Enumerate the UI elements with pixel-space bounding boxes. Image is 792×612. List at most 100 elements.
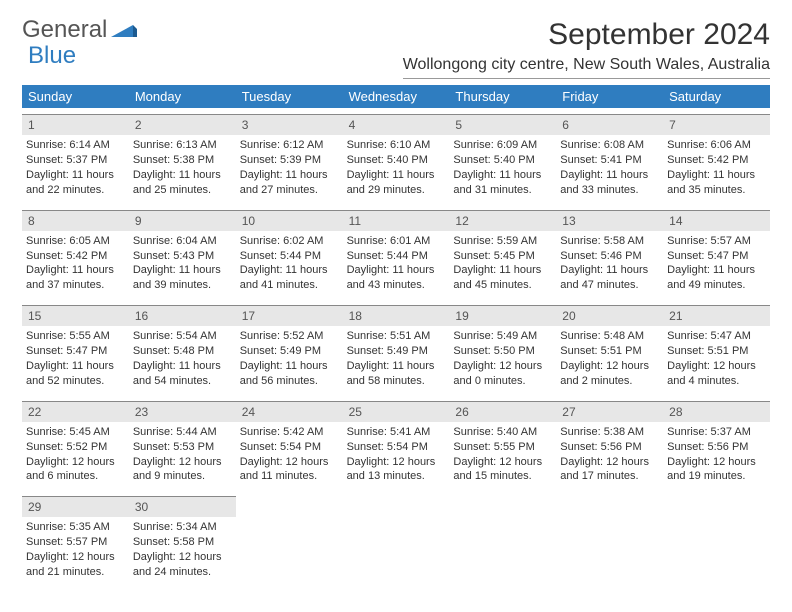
day-line: Daylight: 11 hours: [26, 168, 125, 183]
day-line: Daylight: 11 hours: [560, 168, 659, 183]
day-line: Sunset: 5:40 PM: [453, 153, 552, 168]
day-line: and 33 minutes.: [560, 183, 659, 198]
logo-mark: [111, 18, 137, 42]
day-number: 15: [22, 305, 129, 326]
day-number: 27: [556, 401, 663, 422]
day-line: and 0 minutes.: [453, 374, 552, 389]
day-cell: 15Sunrise: 5:55 AMSunset: 5:47 PMDayligh…: [22, 305, 129, 395]
day-line: Sunrise: 5:47 AM: [667, 329, 766, 344]
day-number: 4: [343, 114, 450, 135]
day-line: Sunset: 5:47 PM: [667, 249, 766, 264]
day-line: Sunset: 5:54 PM: [240, 440, 339, 455]
day-line: and 29 minutes.: [347, 183, 446, 198]
day-cell: 20Sunrise: 5:48 AMSunset: 5:51 PMDayligh…: [556, 305, 663, 395]
day-line: Sunset: 5:51 PM: [667, 344, 766, 359]
day-line: Daylight: 12 hours: [26, 550, 125, 565]
day-line: Daylight: 12 hours: [453, 359, 552, 374]
day-line: Daylight: 11 hours: [560, 263, 659, 278]
day-cell: 6Sunrise: 6:08 AMSunset: 5:41 PMDaylight…: [556, 114, 663, 204]
day-line: Sunset: 5:56 PM: [560, 440, 659, 455]
day-line: Daylight: 12 hours: [667, 455, 766, 470]
day-number: 21: [663, 305, 770, 326]
day-cell: 16Sunrise: 5:54 AMSunset: 5:48 PMDayligh…: [129, 305, 236, 395]
day-line: Sunrise: 5:55 AM: [26, 329, 125, 344]
day-number: 18: [343, 305, 450, 326]
day-line: Sunrise: 5:40 AM: [453, 425, 552, 440]
day-line: Sunrise: 5:58 AM: [560, 234, 659, 249]
day-line: Sunset: 5:40 PM: [347, 153, 446, 168]
day-line: Sunrise: 6:04 AM: [133, 234, 232, 249]
day-line: and 4 minutes.: [667, 374, 766, 389]
day-number: 23: [129, 401, 236, 422]
day-line: Daylight: 12 hours: [560, 359, 659, 374]
dayname-mon: Monday: [129, 85, 236, 108]
day-number: 30: [129, 496, 236, 517]
day-cell: 3Sunrise: 6:12 AMSunset: 5:39 PMDaylight…: [236, 114, 343, 204]
day-line: Sunset: 5:56 PM: [667, 440, 766, 455]
day-line: Sunset: 5:44 PM: [240, 249, 339, 264]
day-cell: 26Sunrise: 5:40 AMSunset: 5:55 PMDayligh…: [449, 401, 556, 491]
day-line: Sunrise: 5:41 AM: [347, 425, 446, 440]
day-line: and 54 minutes.: [133, 374, 232, 389]
day-line: Sunset: 5:38 PM: [133, 153, 232, 168]
day-number: 9: [129, 210, 236, 231]
day-number: 6: [556, 114, 663, 135]
day-cell: [663, 496, 770, 586]
day-line: Daylight: 11 hours: [133, 168, 232, 183]
day-line: and 25 minutes.: [133, 183, 232, 198]
day-number: 13: [556, 210, 663, 231]
day-line: Daylight: 11 hours: [133, 359, 232, 374]
day-line: Sunset: 5:39 PM: [240, 153, 339, 168]
day-cell: 19Sunrise: 5:49 AMSunset: 5:50 PMDayligh…: [449, 305, 556, 395]
day-line: and 43 minutes.: [347, 278, 446, 293]
day-line: Daylight: 11 hours: [667, 263, 766, 278]
week-row: 29Sunrise: 5:35 AMSunset: 5:57 PMDayligh…: [22, 496, 770, 586]
day-line: Sunset: 5:58 PM: [133, 535, 232, 550]
day-line: Sunrise: 6:05 AM: [26, 234, 125, 249]
day-line: and 35 minutes.: [667, 183, 766, 198]
day-line: Sunrise: 5:54 AM: [133, 329, 232, 344]
day-line: and 11 minutes.: [240, 469, 339, 484]
day-cell: 7Sunrise: 6:06 AMSunset: 5:42 PMDaylight…: [663, 114, 770, 204]
location-text: Wollongong city centre, New South Wales,…: [403, 56, 770, 79]
day-line: Sunset: 5:49 PM: [347, 344, 446, 359]
title-block: September 2024 Wollongong city centre, N…: [403, 18, 770, 79]
week-row: 1Sunrise: 6:14 AMSunset: 5:37 PMDaylight…: [22, 114, 770, 204]
day-line: and 47 minutes.: [560, 278, 659, 293]
day-line: Sunset: 5:49 PM: [240, 344, 339, 359]
day-line: Sunrise: 6:01 AM: [347, 234, 446, 249]
header: General September 2024 Wollongong city c…: [22, 18, 770, 79]
dayname-wed: Wednesday: [343, 85, 450, 108]
day-line: Sunset: 5:43 PM: [133, 249, 232, 264]
day-number: 12: [449, 210, 556, 231]
day-number: 1: [22, 114, 129, 135]
day-line: and 31 minutes.: [453, 183, 552, 198]
week-row: 15Sunrise: 5:55 AMSunset: 5:47 PMDayligh…: [22, 305, 770, 395]
day-line: Daylight: 12 hours: [560, 455, 659, 470]
day-number: 28: [663, 401, 770, 422]
day-line: Sunrise: 6:06 AM: [667, 138, 766, 153]
day-line: and 58 minutes.: [347, 374, 446, 389]
day-line: Sunset: 5:57 PM: [26, 535, 125, 550]
day-line: Sunset: 5:48 PM: [133, 344, 232, 359]
day-line: and 9 minutes.: [133, 469, 232, 484]
day-line: Daylight: 11 hours: [26, 263, 125, 278]
day-line: Daylight: 12 hours: [240, 455, 339, 470]
day-cell: 5Sunrise: 6:09 AMSunset: 5:40 PMDaylight…: [449, 114, 556, 204]
day-line: Sunrise: 5:35 AM: [26, 520, 125, 535]
day-cell: 24Sunrise: 5:42 AMSunset: 5:54 PMDayligh…: [236, 401, 343, 491]
day-number: 19: [449, 305, 556, 326]
day-number: 5: [449, 114, 556, 135]
day-line: Sunrise: 6:13 AM: [133, 138, 232, 153]
day-line: Daylight: 11 hours: [667, 168, 766, 183]
day-line: Sunrise: 5:34 AM: [133, 520, 232, 535]
dayname-sun: Sunday: [22, 85, 129, 108]
day-cell: 21Sunrise: 5:47 AMSunset: 5:51 PMDayligh…: [663, 305, 770, 395]
day-line: and 45 minutes.: [453, 278, 552, 293]
day-line: Sunrise: 5:45 AM: [26, 425, 125, 440]
day-number: 26: [449, 401, 556, 422]
day-line: Daylight: 11 hours: [240, 168, 339, 183]
day-cell: [236, 496, 343, 586]
day-line: and 21 minutes.: [26, 565, 125, 580]
day-line: Sunrise: 6:02 AM: [240, 234, 339, 249]
